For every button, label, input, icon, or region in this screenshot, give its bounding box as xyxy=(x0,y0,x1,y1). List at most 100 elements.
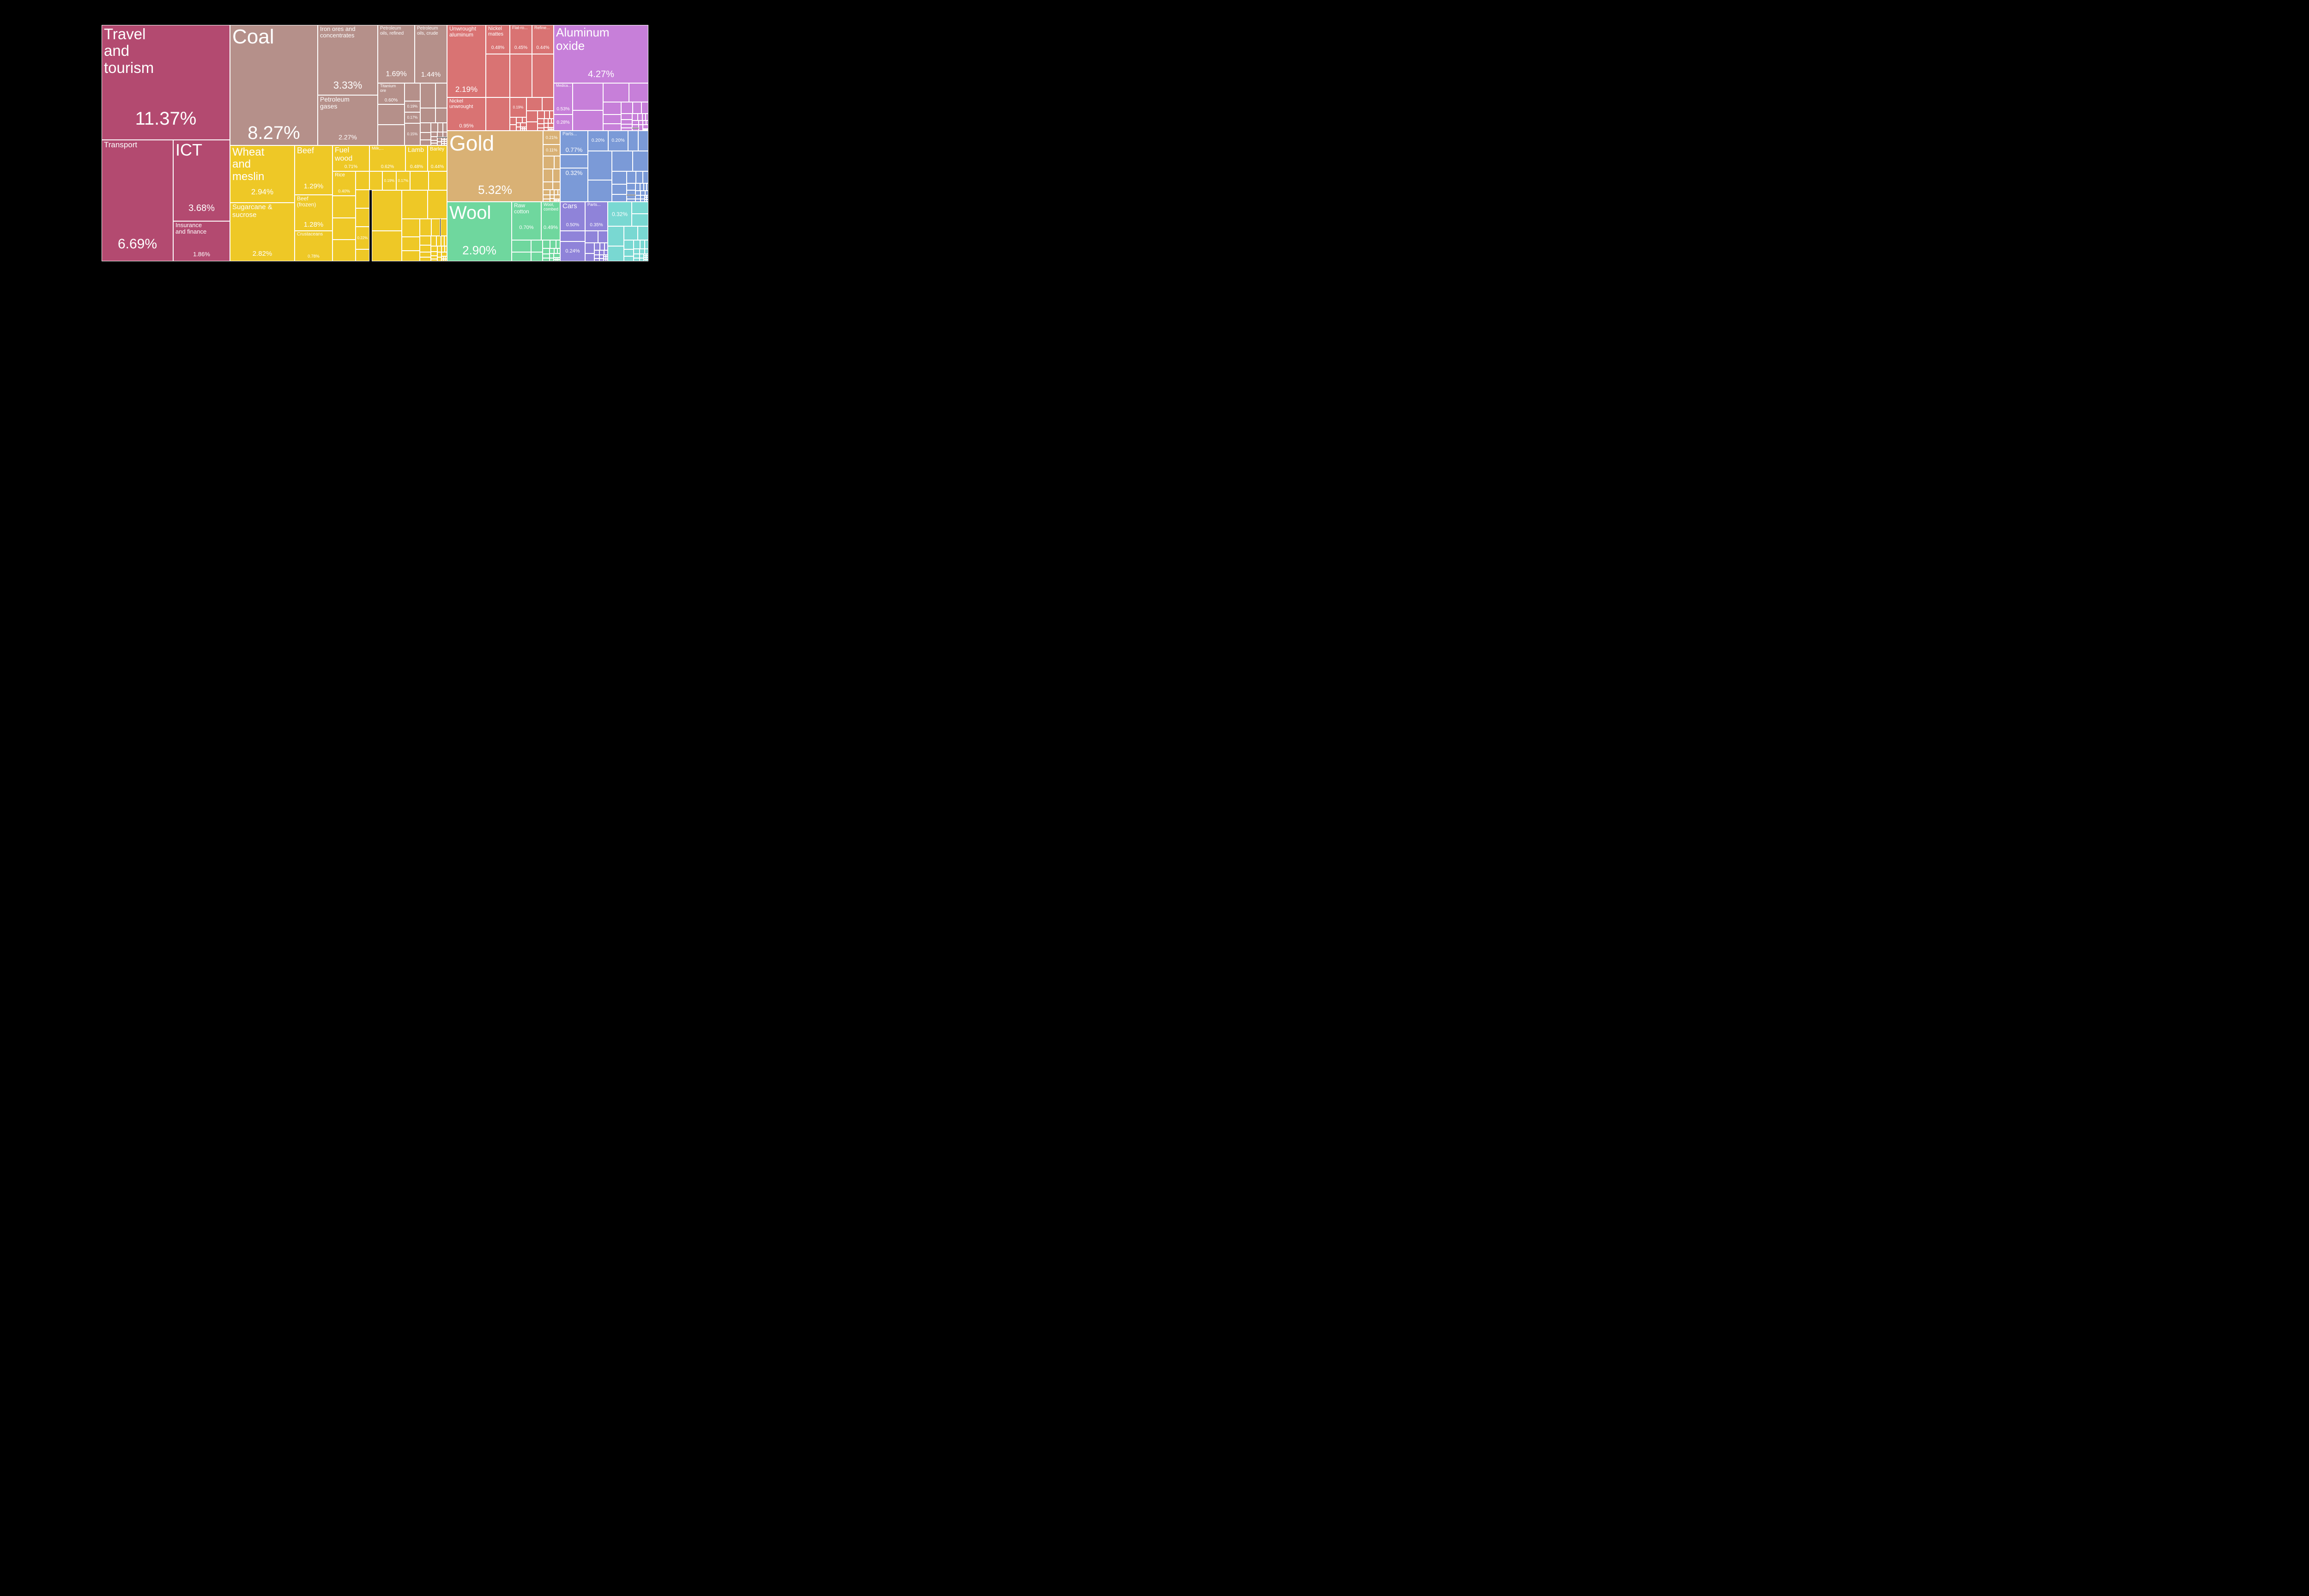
treemap-filler-cell[interactable] xyxy=(603,83,629,102)
cell-milk[interactable]: Milk,... 0.62% xyxy=(369,145,405,171)
treemap-filler-cell[interactable] xyxy=(420,139,431,145)
cell-ict[interactable]: ICT 3.68% xyxy=(173,140,230,221)
treemap-filler-cell[interactable] xyxy=(639,258,644,261)
treemap-filler-cell[interactable] xyxy=(372,190,402,231)
treemap-filler-cell[interactable] xyxy=(612,171,627,185)
treemap-filler-cell[interactable] xyxy=(441,252,447,257)
treemap-filler-cell[interactable] xyxy=(585,243,594,253)
treemap-filler-cell[interactable] xyxy=(621,124,632,128)
treemap-filler-cell[interactable] xyxy=(645,195,647,198)
treemap-filler-cell[interactable] xyxy=(526,97,542,111)
cell-parts-violet[interactable]: Parts... 0.35% xyxy=(585,202,608,231)
treemap-filler-cell[interactable] xyxy=(431,123,438,132)
treemap-filler-cell[interactable] xyxy=(550,253,554,258)
cell-flat-rolled[interactable]: Flat-ro... 0.45% xyxy=(510,25,532,54)
treemap-filler-cell[interactable] xyxy=(612,151,633,171)
cell-beef[interactable]: Beef 1.29% xyxy=(295,145,332,195)
treemap-filler-cell[interactable] xyxy=(599,258,604,261)
treemap-filler-cell[interactable] xyxy=(639,248,645,254)
cell-violet-024[interactable]: 0.24% xyxy=(560,241,585,261)
treemap-filler-cell[interactable] xyxy=(624,226,638,241)
treemap-filler-cell[interactable] xyxy=(641,195,645,199)
treemap-filler-cell[interactable] xyxy=(604,257,606,259)
treemap-filler-cell[interactable] xyxy=(645,191,648,195)
treemap-filler-cell[interactable] xyxy=(626,190,635,195)
cell-brown-015[interactable]: 0.15% xyxy=(405,123,420,145)
treemap-filler-cell[interactable] xyxy=(420,83,435,108)
cell-yellow-i[interactable] xyxy=(332,218,356,240)
treemap-filler-cell[interactable] xyxy=(643,259,646,261)
treemap-filler-cell[interactable] xyxy=(420,252,431,258)
treemap-filler-cell[interactable] xyxy=(646,257,648,259)
treemap-filler-cell[interactable] xyxy=(420,132,431,140)
treemap-filler-cell[interactable] xyxy=(554,190,558,195)
treemap-filler-cell[interactable] xyxy=(641,102,648,114)
cell-transport[interactable]: Transport 6.69% xyxy=(102,140,173,261)
treemap-filler-cell[interactable] xyxy=(641,191,645,195)
treemap-filler-cell[interactable] xyxy=(548,127,550,129)
treemap-filler-cell[interactable] xyxy=(647,197,648,200)
cell-teal-a[interactable] xyxy=(632,202,648,214)
cell-salmon-019[interactable]: 0.19% xyxy=(510,97,526,117)
treemap-filler-cell[interactable] xyxy=(605,254,608,257)
treemap-filler-cell[interactable] xyxy=(554,248,558,254)
treemap-filler-cell[interactable] xyxy=(437,137,442,142)
treemap-filler-cell[interactable] xyxy=(643,171,648,184)
cell-blue-020b[interactable]: 0.20% xyxy=(608,131,628,151)
treemap-filler-cell[interactable] xyxy=(553,169,560,182)
treemap-filler-cell[interactable] xyxy=(644,129,647,131)
treemap-filler-cell[interactable] xyxy=(436,235,441,246)
treemap-filler-cell[interactable] xyxy=(438,123,443,132)
treemap-filler-cell[interactable] xyxy=(512,240,531,253)
treemap-filler-cell[interactable] xyxy=(588,180,612,202)
treemap-filler-cell[interactable] xyxy=(557,190,560,195)
treemap-filler-cell[interactable] xyxy=(638,226,648,241)
treemap-filler-cell[interactable] xyxy=(543,258,550,261)
cell-wool[interactable]: Wool 2.90% xyxy=(447,202,512,261)
treemap-filler-cell[interactable] xyxy=(634,240,640,249)
treemap-filler-cell[interactable] xyxy=(402,237,420,251)
treemap-filler-cell[interactable] xyxy=(647,199,648,202)
treemap-filler-cell[interactable] xyxy=(621,102,633,114)
treemap-filler-cell[interactable] xyxy=(543,199,550,202)
treemap-filler-cell[interactable] xyxy=(441,137,445,139)
cell-cars[interactable]: Cars 0.50% xyxy=(560,202,585,231)
cell-brown-c[interactable] xyxy=(405,83,420,101)
treemap-filler-cell[interactable] xyxy=(531,240,543,253)
cell-yellow-a[interactable] xyxy=(369,171,382,190)
cell-brown-b[interactable] xyxy=(378,125,405,145)
treemap-filler-cell[interactable] xyxy=(554,199,556,200)
cell-blue-020a[interactable]: 0.20% xyxy=(588,131,608,151)
treemap-filler-cell[interactable] xyxy=(516,122,521,127)
treemap-filler-cell[interactable] xyxy=(646,128,648,130)
cell-nickel-mattes[interactable]: Nickel mattes 0.48% xyxy=(486,25,510,54)
treemap-filler-cell[interactable] xyxy=(554,253,560,258)
treemap-filler-cell[interactable] xyxy=(550,199,554,202)
treemap-filler-cell[interactable] xyxy=(520,128,523,131)
treemap-filler-cell[interactable] xyxy=(437,132,443,138)
cell-salmon-d[interactable] xyxy=(486,97,510,131)
treemap-filler-cell[interactable] xyxy=(437,257,441,261)
treemap-filler-cell[interactable] xyxy=(431,143,438,145)
treemap-filler-cell[interactable] xyxy=(635,195,641,199)
cell-blue-a[interactable] xyxy=(560,155,588,168)
cell-salmon-a[interactable] xyxy=(486,54,510,97)
treemap-filler-cell[interactable] xyxy=(632,125,639,128)
cell-raw-cotton[interactable]: Raw cotton 0.70% xyxy=(512,202,541,240)
treemap-filler-cell[interactable] xyxy=(435,83,447,108)
treemap-filler-cell[interactable] xyxy=(605,257,608,259)
treemap-filler-cell[interactable] xyxy=(646,129,648,131)
cell-yellow-b[interactable] xyxy=(410,171,429,190)
treemap-filler-cell[interactable] xyxy=(520,122,526,127)
treemap-filler-cell[interactable] xyxy=(402,218,420,237)
treemap-filler-cell[interactable] xyxy=(621,128,632,131)
treemap-filler-cell[interactable] xyxy=(633,102,642,114)
treemap-filler-cell[interactable] xyxy=(440,218,447,236)
treemap-filler-cell[interactable] xyxy=(554,258,556,260)
treemap-filler-cell[interactable] xyxy=(510,125,517,131)
treemap-filler-cell[interactable] xyxy=(441,141,445,144)
cell-insurance-and-finance[interactable]: Insurance and finance 1.86% xyxy=(173,221,230,261)
cell-yellow-h[interactable] xyxy=(332,196,356,218)
treemap-filler-cell[interactable] xyxy=(646,255,648,258)
treemap-filler-cell[interactable] xyxy=(585,231,598,243)
